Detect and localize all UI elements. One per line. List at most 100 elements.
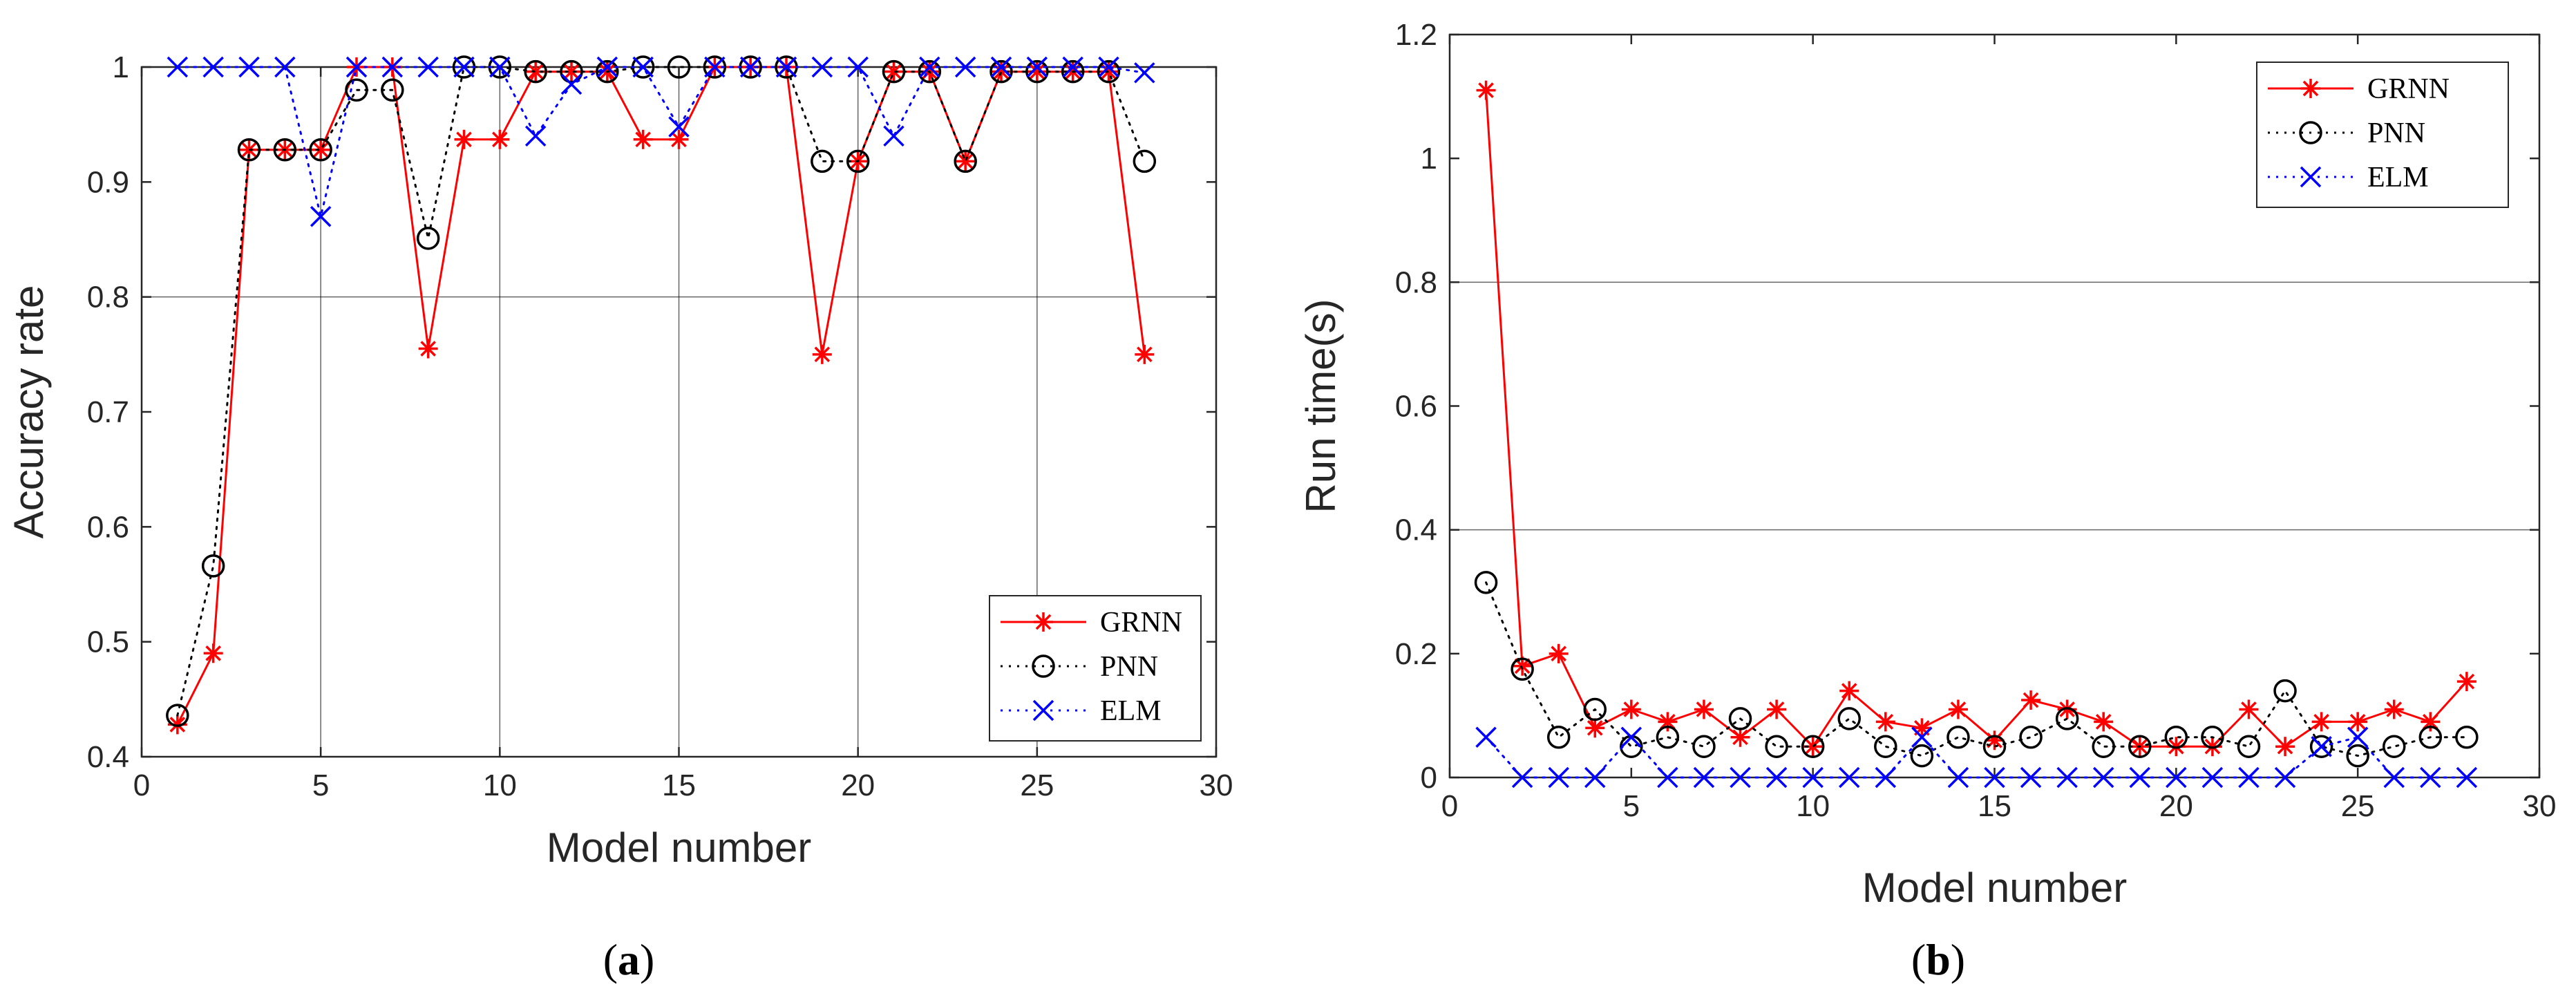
y-axis-label: Run time(s) bbox=[1298, 299, 1344, 513]
point-elm-26 bbox=[2383, 766, 2405, 789]
point-grnn-1 bbox=[1476, 80, 1496, 100]
x-tick-label: 20 bbox=[2159, 789, 2193, 823]
point-pnn-3 bbox=[237, 138, 261, 162]
point-pnn-2 bbox=[1510, 657, 1534, 681]
series-pnn bbox=[1474, 571, 2479, 768]
point-elm-14 bbox=[1947, 766, 1969, 789]
point-pnn-15 bbox=[1982, 735, 2007, 758]
point-elm-3 bbox=[238, 56, 260, 78]
point-elm-5 bbox=[310, 205, 332, 227]
y-tick-label: 0.6 bbox=[1395, 390, 1437, 424]
point-pnn-28 bbox=[1133, 149, 1157, 173]
point-pnn-21 bbox=[2201, 726, 2224, 749]
series-line-grnn bbox=[1485, 89, 2468, 748]
point-grnn-5 bbox=[311, 140, 331, 160]
point-pnn-1 bbox=[166, 704, 189, 727]
point-pnn-9 bbox=[1765, 735, 1788, 758]
point-pnn-5 bbox=[309, 138, 332, 162]
point-elm-18 bbox=[2092, 766, 2114, 789]
chart-panel-a: 0 5 10 15 20 25 30 0.4 0.5 0.6 0.7 0.8 0.9 1 Model num… bbox=[6, 50, 1233, 984]
point-elm-3 bbox=[1548, 766, 1569, 789]
point-pnn-23 bbox=[2273, 679, 2297, 703]
point-elm-11 bbox=[1838, 766, 1860, 789]
point-grnn-18 bbox=[2094, 712, 2114, 732]
point-grnn-23 bbox=[2275, 737, 2295, 757]
point-grnn-4 bbox=[1585, 718, 1605, 738]
series-elm bbox=[167, 56, 1155, 227]
point-elm-2 bbox=[1511, 766, 1533, 789]
point-pnn-13 bbox=[596, 59, 619, 84]
point-elm-10 bbox=[1802, 766, 1824, 789]
point-pnn-6 bbox=[345, 78, 368, 102]
x-tick-label: 15 bbox=[662, 768, 696, 802]
point-elm-20 bbox=[847, 56, 869, 78]
y-tick-label: 1 bbox=[1421, 142, 1437, 176]
point-pnn-26 bbox=[2382, 735, 2406, 758]
x-tick-label: 30 bbox=[1200, 768, 1233, 802]
point-elm-13 bbox=[596, 56, 618, 78]
point-elm-6 bbox=[1657, 766, 1678, 789]
point-elm-9 bbox=[453, 56, 475, 78]
point-grnn-8 bbox=[1730, 727, 1750, 747]
point-pnn-7 bbox=[1692, 735, 1716, 758]
point-grnn-2 bbox=[203, 643, 223, 663]
point-elm-21 bbox=[883, 125, 905, 147]
point-elm-8 bbox=[1730, 766, 1751, 789]
x-tick-label: 30 bbox=[2523, 789, 2557, 823]
y-tick-label: 0.8 bbox=[87, 281, 129, 314]
x-tick-label: 5 bbox=[312, 768, 329, 802]
x-tick-label: 15 bbox=[1978, 789, 2011, 823]
point-elm-25 bbox=[1026, 56, 1048, 78]
point-grnn-10 bbox=[490, 129, 510, 149]
point-pnn-19 bbox=[2128, 735, 2152, 758]
point-pnn-16 bbox=[703, 55, 727, 79]
point-grnn-14 bbox=[633, 129, 653, 149]
point-pnn-28 bbox=[2455, 726, 2479, 749]
point-elm-14 bbox=[632, 56, 654, 78]
point-grnn-15 bbox=[669, 129, 689, 149]
point-elm-23 bbox=[2274, 766, 2296, 789]
point-pnn-22 bbox=[2237, 735, 2261, 758]
point-pnn-8 bbox=[416, 227, 440, 250]
legend-label-grnn: GRNN bbox=[2367, 73, 2450, 105]
point-grnn-11 bbox=[526, 62, 546, 82]
point-grnn-14 bbox=[1948, 699, 1968, 719]
y-tick-label: 0.4 bbox=[1395, 513, 1437, 547]
legend-marker-elm bbox=[2300, 166, 2322, 188]
x-tick-label: 20 bbox=[841, 768, 875, 802]
point-pnn-25 bbox=[2346, 744, 2369, 768]
point-pnn-12 bbox=[1874, 735, 1897, 758]
legend-label-pnn: PNN bbox=[1100, 651, 1158, 683]
point-elm-1 bbox=[1475, 726, 1497, 748]
point-grnn-5 bbox=[1621, 699, 1641, 719]
point-pnn-15 bbox=[667, 55, 691, 79]
point-pnn-11 bbox=[1837, 707, 1861, 730]
series-pnn bbox=[166, 55, 1157, 727]
point-grnn-16 bbox=[2021, 690, 2041, 710]
point-grnn-13 bbox=[1912, 718, 1932, 738]
series-elm bbox=[1475, 726, 2478, 789]
point-pnn-22 bbox=[918, 59, 942, 84]
point-elm-13 bbox=[1911, 726, 1933, 748]
point-grnn-25 bbox=[1027, 62, 1047, 82]
point-elm-1 bbox=[167, 56, 189, 78]
y-tick-label: 0.7 bbox=[87, 395, 129, 429]
y-axis-label: Accuracy rate bbox=[6, 285, 52, 539]
point-grnn-23 bbox=[956, 151, 976, 171]
point-pnn-20 bbox=[2164, 726, 2188, 749]
point-grnn-24 bbox=[2311, 712, 2331, 732]
panel-caption: (b) bbox=[1911, 935, 1965, 984]
legend-box bbox=[989, 595, 1202, 742]
x-axis-label: Model number bbox=[547, 824, 812, 871]
point-grnn-26 bbox=[2384, 699, 2404, 719]
point-grnn-8 bbox=[418, 339, 438, 359]
legend: GRNN PNN ELM bbox=[989, 595, 1202, 742]
y-tick-label: 1 bbox=[113, 50, 129, 84]
legend-marker-grnn bbox=[2301, 79, 2320, 98]
point-grnn-19 bbox=[812, 344, 832, 364]
x-tick-label: 25 bbox=[2341, 789, 2375, 823]
point-elm-15 bbox=[1984, 766, 2005, 789]
x-tick-label: 0 bbox=[1441, 789, 1458, 823]
panel-caption: (a) bbox=[603, 935, 655, 984]
